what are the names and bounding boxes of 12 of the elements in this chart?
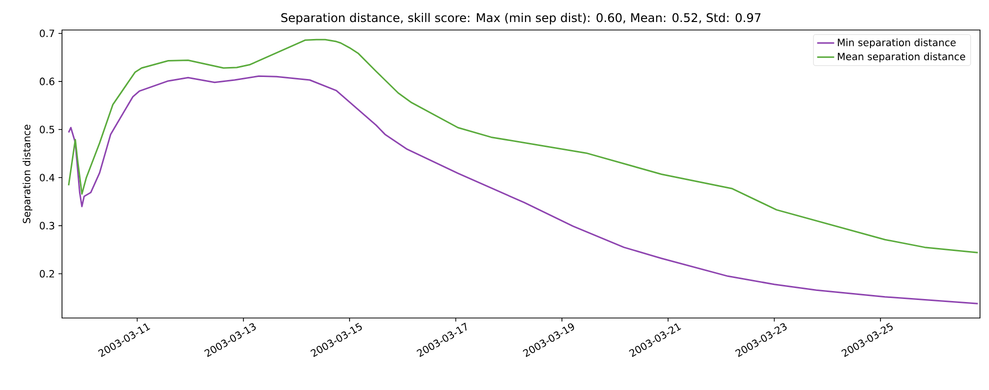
y-tick-label: 0.2: [40, 270, 54, 278]
y-tick-label: 0.6: [40, 78, 54, 86]
y-axis-title: Separation distance: [22, 124, 32, 224]
legend-label: Min separation distance: [838, 38, 956, 48]
y-tick-label: 0.7: [40, 30, 54, 38]
line-series: [68, 38, 979, 254]
y-tick-label: 0.3: [40, 222, 54, 230]
y-tick-label: 0.5: [40, 126, 54, 134]
legend-label: Mean separation distance: [838, 52, 966, 62]
line-series: [68, 75, 979, 304]
chart-title: Separation distance, skill score: Max (min sep dist): 0.60, Mean: 0.52, Std: 0.97: [281, 12, 760, 24]
y-tick-label: 0.4: [40, 174, 54, 182]
